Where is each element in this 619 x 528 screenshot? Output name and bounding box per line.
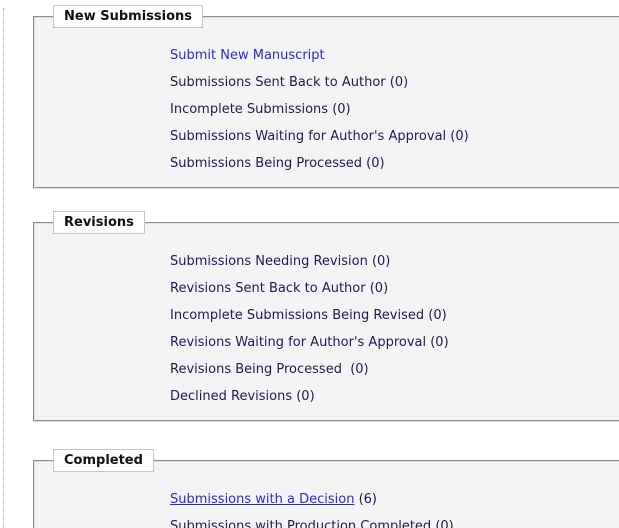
section-revisions: Revisions Submissions Needing Revision (0…	[33, 211, 619, 422]
section-legend: Revisions	[53, 211, 145, 234]
menu-item-declined-revisions-0: Declined Revisions (0)	[170, 389, 315, 404]
dotted-divider	[3, 8, 4, 528]
menu-item-submit-new-manuscript: Submit New Manuscript	[170, 42, 619, 69]
section-new-submissions: New Submissions Submit New Manuscript Subm…	[33, 5, 619, 189]
menu-sections: New Submissions Submit New Manuscript Subm…	[33, 0, 619, 528]
menu-item-submissions-being-processed-0: Submissions Being Processed (0)	[170, 156, 385, 171]
section-legend: Completed	[53, 449, 154, 472]
menu-item-incomplete-submissions-0: Incomplete Submissions (0)	[170, 102, 351, 117]
menu-item-submissions-waiting-for-author-s-approval-0: Submissions Waiting for Author's Approva…	[170, 129, 469, 144]
item-count: (6)	[354, 492, 377, 507]
menu-item-submissions-with-production-completed-0: Submissions with Production Completed (0…	[170, 519, 454, 528]
menu-item-submissions-with-a-decision: Submissions with a Decision (6)	[170, 486, 619, 513]
menu-item-submissions-needing-revision-0: Submissions Needing Revision (0)	[170, 254, 391, 269]
menu-item-revisions-being-processed-0: Revisions Being Processed (0)	[170, 362, 369, 377]
link-submit-new-manuscript[interactable]: Submit New Manuscript	[170, 48, 325, 63]
section-legend: New Submissions	[53, 5, 204, 28]
menu-item-revisions-waiting-for-author-s-approval-0: Revisions Waiting for Author's Approval …	[170, 335, 449, 350]
menu-item-incomplete-submissions-being-revised-0: Incomplete Submissions Being Revised (0)	[170, 308, 447, 323]
menu-items: Submissions Needing Revision (0) Revision…	[35, 240, 619, 410]
link-submissions-with-a-decision[interactable]: Submissions with a Decision	[170, 492, 355, 507]
menu-items: Submit New Manuscript Submissions Sent Ba…	[35, 34, 619, 177]
menu-item-revisions-sent-back-to-author-0: Revisions Sent Back to Author (0)	[170, 281, 389, 296]
section-completed: Completed Submissions with a Decision (6)…	[33, 449, 619, 528]
menu-items: Submissions with a Decision (6) Submissio…	[35, 478, 619, 528]
menu-item-submissions-sent-back-to-author-0: Submissions Sent Back to Author (0)	[170, 75, 409, 90]
